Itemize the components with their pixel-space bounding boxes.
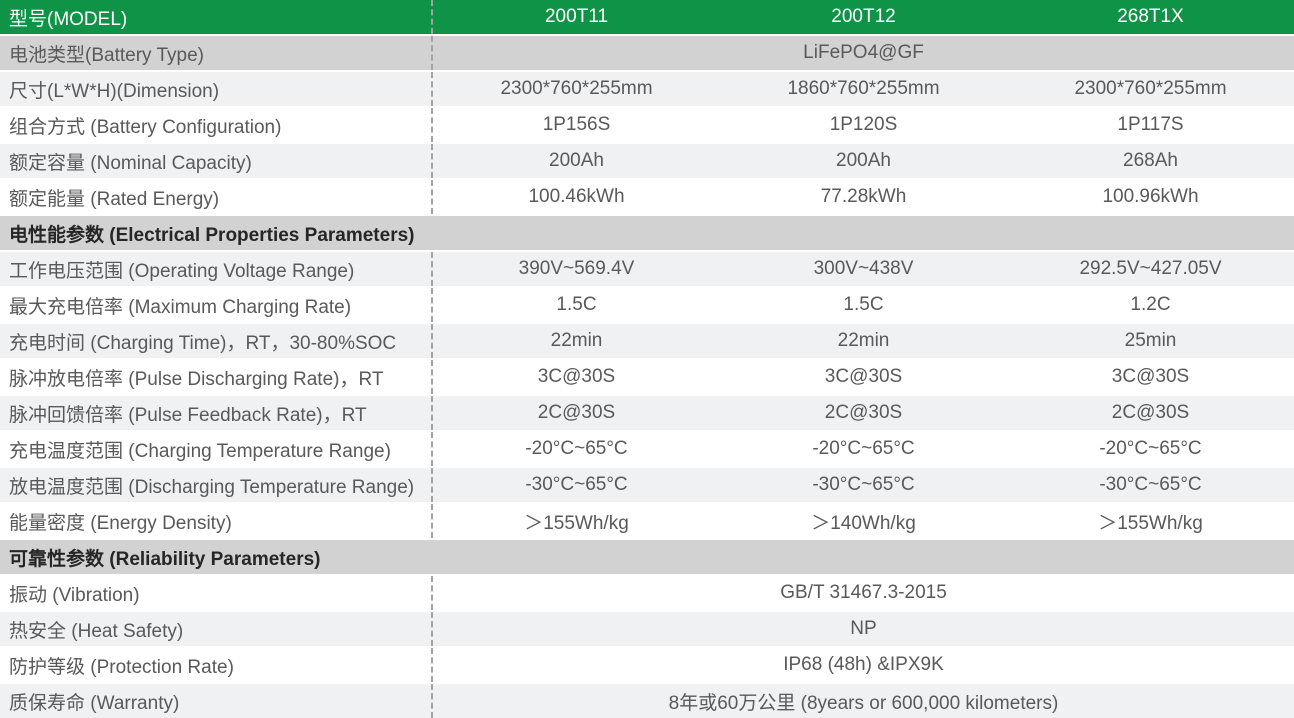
spec-row: 脉冲回馈倍率 (Pulse Feedback Rate)，RT 2C@30S 2C@…	[0, 396, 1294, 432]
table-header-row: 型号(MODEL) 200T11 200T12 268T1X	[0, 0, 1294, 36]
cell-value: -20°C~65°C	[1099, 438, 1202, 459]
cell-value: 1.2C	[1130, 294, 1171, 315]
cell-value: 300V~438V	[813, 258, 914, 279]
cell-value: 292.5V~427.05V	[1079, 258, 1222, 279]
cell-value: ＞155Wh/kg	[431, 504, 720, 538]
header-col-model-2: 200T12	[831, 6, 896, 27]
spec-row: 质保寿命 (Warranty) 8年或60万公里 (8years or 600,0…	[0, 684, 1294, 718]
cell-value: 2C@30S	[1111, 402, 1190, 423]
row-label: 充电温度范围 (Charging Temperature Range)	[9, 440, 391, 462]
spec-row: 充电温度范围 (Charging Temperature Range) -20°C…	[0, 432, 1294, 468]
spec-row: 放电温度范围 (Discharging Temperature Range) -3…	[0, 468, 1294, 504]
spec-row: 能量密度 (Energy Density) ＞155Wh/kg ＞140Wh/kg ＞…	[0, 504, 1294, 540]
cell-value: 200Ah	[836, 150, 891, 171]
row-label: 热安全 (Heat Safety)	[9, 620, 184, 642]
row-label: 充电时间 (Charging Time)，RT，30-80%SOC	[9, 332, 397, 354]
cell-value: 22min	[431, 324, 720, 358]
cell-value: ＞140Wh/kg	[811, 512, 916, 534]
row-label: 尺寸(L*W*H)(Dimension)	[9, 80, 220, 102]
spec-row: 工作电压范围 (Operating Voltage Range) 390V~569…	[0, 252, 1294, 288]
spec-row: 脉冲放电倍率 (Pulse Discharging Rate)，RT 3C@30S…	[0, 360, 1294, 396]
header-col-model-3: 268T1X	[1117, 6, 1184, 27]
spec-row: 防护等级 (Protection Rate) IP68 (48h) &IPX9K	[0, 648, 1294, 684]
section-title: 可靠性参数 (Reliability Parameters)	[9, 548, 321, 570]
row-label: 工作电压范围 (Operating Voltage Range)	[9, 260, 355, 282]
header-model-label: 型号(MODEL)	[9, 8, 128, 30]
section-title: 电性能参数 (Electrical Properties Parameters)	[9, 224, 415, 246]
cell-value: 1P156S	[431, 108, 720, 142]
cell-value: 100.46kWh	[431, 180, 720, 214]
row-label: 放电温度范围 (Discharging Temperature Range)	[9, 476, 415, 498]
header-col-model-1: 200T11	[431, 0, 720, 34]
cell-value: 1860*760*255mm	[787, 78, 940, 99]
cell-value-merged: LiFePO4@GF	[431, 36, 1294, 70]
row-label: 防护等级 (Protection Rate)	[9, 656, 234, 678]
cell-value: 100.96kWh	[1102, 186, 1199, 207]
cell-value-merged: GB/T 31467.3-2015	[431, 576, 1294, 610]
section-header-row: 电性能参数 (Electrical Properties Parameters)	[0, 216, 1294, 252]
spec-row: 组合方式 (Battery Configuration) 1P156S 1P120S…	[0, 108, 1294, 144]
cell-value: 1.5C	[431, 288, 720, 322]
spec-row: 最大充电倍率 (Maximum Charging Rate) 1.5C 1.5C 1.…	[0, 288, 1294, 324]
cell-value: 2300*760*255mm	[1074, 78, 1227, 99]
row-label: 最大充电倍率 (Maximum Charging Rate)	[9, 296, 352, 318]
spec-row: 充电时间 (Charging Time)，RT，30-80%SOC 22min 22…	[0, 324, 1294, 360]
spec-row: 电池类型(Battery Type) LiFePO4@GF	[0, 36, 1294, 72]
row-label: 电池类型(Battery Type)	[9, 44, 204, 66]
spec-row: 额定容量 (Nominal Capacity) 200Ah 200Ah 268Ah	[0, 144, 1294, 180]
cell-value: 3C@30S	[1111, 366, 1190, 387]
cell-value: -20°C~65°C	[431, 432, 720, 466]
section-header-row: 可靠性参数 (Reliability Parameters)	[0, 540, 1294, 576]
cell-value: -30°C~65°C	[1099, 474, 1202, 495]
cell-value: 2C@30S	[431, 396, 720, 430]
cell-value: 1P117S	[1117, 114, 1184, 135]
row-label: 脉冲回馈倍率 (Pulse Feedback Rate)，RT	[9, 404, 367, 426]
cell-value: 25min	[1124, 330, 1177, 351]
cell-value: 200Ah	[431, 144, 720, 178]
row-label: 脉冲放电倍率 (Pulse Discharging Rate)，RT	[9, 368, 384, 390]
cell-value: 3C@30S	[431, 360, 720, 394]
cell-value: 268Ah	[1123, 150, 1178, 171]
cell-value: ＞155Wh/kg	[1098, 512, 1203, 534]
row-label: 额定容量 (Nominal Capacity)	[9, 152, 252, 174]
row-label: 额定能量 (Rated Energy)	[9, 188, 220, 210]
cell-value-merged: IP68 (48h) &IPX9K	[431, 648, 1294, 682]
row-label: 振动 (Vibration)	[9, 584, 140, 606]
spec-row: 振动 (Vibration) GB/T 31467.3-2015	[0, 576, 1294, 612]
spec-row: 额定能量 (Rated Energy) 100.46kWh 77.28kWh 100.…	[0, 180, 1294, 216]
cell-value: 77.28kWh	[820, 186, 907, 207]
cell-value: 3C@30S	[824, 366, 903, 387]
spec-row: 热安全 (Heat Safety) NP	[0, 612, 1294, 648]
cell-value: -30°C~65°C	[812, 474, 915, 495]
row-label: 组合方式 (Battery Configuration)	[9, 116, 282, 138]
cell-value: -30°C~65°C	[431, 468, 720, 502]
cell-value: 1P120S	[829, 114, 898, 135]
cell-value: 2C@30S	[824, 402, 903, 423]
cell-value-merged: NP	[431, 612, 1294, 646]
spec-row: 尺寸(L*W*H)(Dimension) 2300*760*255mm 1860*7…	[0, 72, 1294, 108]
cell-value: 390V~569.4V	[431, 252, 720, 286]
row-label: 能量密度 (Energy Density)	[9, 512, 232, 534]
row-label: 质保寿命 (Warranty)	[9, 692, 180, 714]
cell-value: 1.5C	[843, 294, 884, 315]
cell-value: 2300*760*255mm	[431, 72, 720, 106]
cell-value: -20°C~65°C	[812, 438, 915, 459]
cell-value: 22min	[837, 330, 890, 351]
cell-value-merged: 8年或60万公里 (8years or 600,000 kilometers)	[431, 684, 1294, 718]
